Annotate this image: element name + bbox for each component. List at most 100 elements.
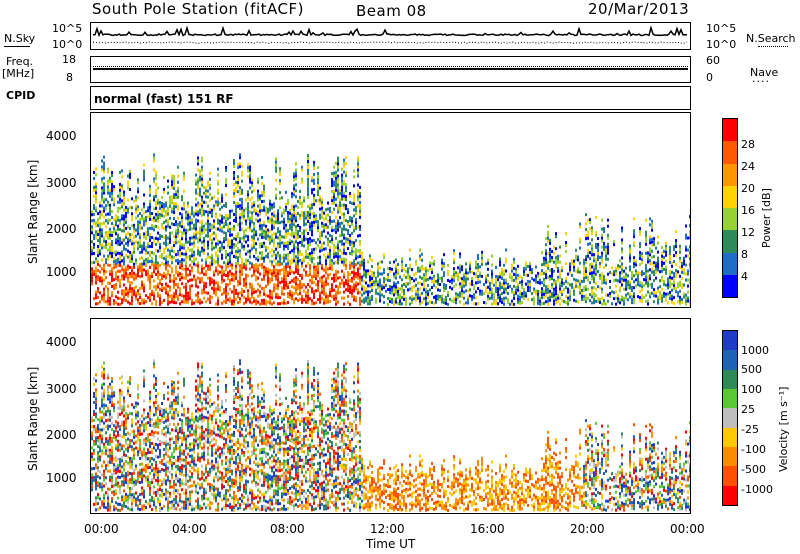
- data-cell: [121, 504, 123, 508]
- data-cell: [127, 288, 129, 292]
- data-cell: [349, 239, 351, 243]
- data-cell: [461, 292, 463, 296]
- data-cell: [121, 507, 123, 511]
- data-cell: [193, 301, 195, 305]
- data-cell: [379, 278, 381, 282]
- data-cell: [537, 298, 539, 302]
- data-cell: [241, 197, 243, 201]
- data-cell: [285, 277, 287, 281]
- data-cell: [359, 200, 361, 204]
- data-cell: [93, 409, 95, 413]
- data-cell: [263, 259, 265, 263]
- data-cell: [149, 187, 151, 191]
- data-cell: [127, 183, 129, 187]
- data-cell: [587, 287, 589, 291]
- data-cell: [249, 222, 251, 226]
- data-cell: [339, 285, 341, 289]
- data-cell: [587, 242, 589, 246]
- data-cell: [107, 230, 109, 234]
- data-cell: [585, 258, 587, 262]
- data-cell: [285, 244, 287, 248]
- data-cell: [265, 209, 267, 213]
- data-cell: [461, 268, 463, 272]
- data-cell: [187, 213, 189, 217]
- data-cell: [333, 243, 335, 247]
- data-cell: [371, 258, 373, 262]
- data-cell: [325, 295, 327, 299]
- data-cell: [95, 403, 97, 407]
- data-cell: [143, 193, 145, 197]
- data-cell: [579, 222, 581, 226]
- data-cell: [113, 391, 115, 395]
- data-cell: [463, 272, 465, 276]
- data-cell: [409, 278, 411, 282]
- data-cell: [295, 195, 297, 199]
- data-cell: [413, 297, 415, 301]
- data-cell: [257, 192, 259, 196]
- data-cell: [201, 207, 203, 211]
- data-cell: [117, 445, 119, 449]
- data-cell: [213, 261, 215, 265]
- data-cell: [215, 260, 217, 264]
- data-cell: [279, 230, 281, 234]
- data-cell: [533, 290, 535, 294]
- data-cell: [101, 419, 103, 423]
- data-cell: [485, 277, 487, 281]
- data-cell: [317, 298, 319, 302]
- data-cell: [139, 263, 141, 267]
- data-cell: [197, 261, 199, 265]
- data-cell: [159, 233, 161, 237]
- data-cell: [319, 213, 321, 217]
- data-cell: [187, 228, 189, 232]
- data-cell: [271, 233, 273, 237]
- data-cell: [337, 270, 339, 274]
- data-cell: [313, 274, 315, 278]
- data-cell: [261, 233, 263, 237]
- data-cell: [153, 180, 155, 184]
- data-cell: [365, 296, 367, 300]
- data-cell: [477, 257, 479, 261]
- data-cell: [501, 283, 503, 287]
- data-cell: [101, 440, 103, 444]
- data-cell: [409, 296, 411, 300]
- data-cell: [229, 215, 231, 219]
- data-cell: [301, 258, 303, 262]
- data-cell: [223, 261, 225, 265]
- data-cell: [269, 280, 271, 284]
- data-cell: [417, 293, 419, 297]
- data-cell: [233, 200, 235, 204]
- data-cell: [169, 225, 171, 229]
- data-cell: [207, 276, 209, 280]
- data-cell: [181, 207, 183, 211]
- data-cell: [341, 173, 343, 177]
- data-cell: [527, 273, 529, 277]
- data-cell: [657, 268, 659, 272]
- data-cell: [687, 269, 689, 273]
- data-cell: [231, 275, 233, 279]
- data-cell: [255, 242, 257, 246]
- data-cell: [505, 260, 507, 264]
- data-cell: [249, 297, 251, 301]
- data-cell: [247, 208, 249, 212]
- data-cell: [293, 235, 295, 239]
- data-cell: [369, 278, 371, 282]
- data-cell: [153, 207, 155, 211]
- data-cell: [199, 190, 201, 194]
- data-cell: [105, 276, 107, 280]
- data-cell: [309, 258, 311, 262]
- data-cell: [107, 496, 109, 500]
- data-cell: [401, 269, 403, 273]
- data-cell: [583, 273, 585, 277]
- data-cell: [629, 259, 631, 263]
- data-cell: [351, 252, 353, 256]
- data-cell: [241, 287, 243, 291]
- colorbar-swatch: [723, 119, 737, 142]
- data-cell: [665, 247, 667, 251]
- data-cell: [171, 210, 173, 214]
- data-cell: [117, 508, 119, 512]
- data-cell: [401, 263, 403, 267]
- data-cell: [595, 215, 597, 219]
- data-cell: [175, 238, 177, 242]
- data-cell: [207, 222, 209, 226]
- data-cell: [535, 289, 537, 293]
